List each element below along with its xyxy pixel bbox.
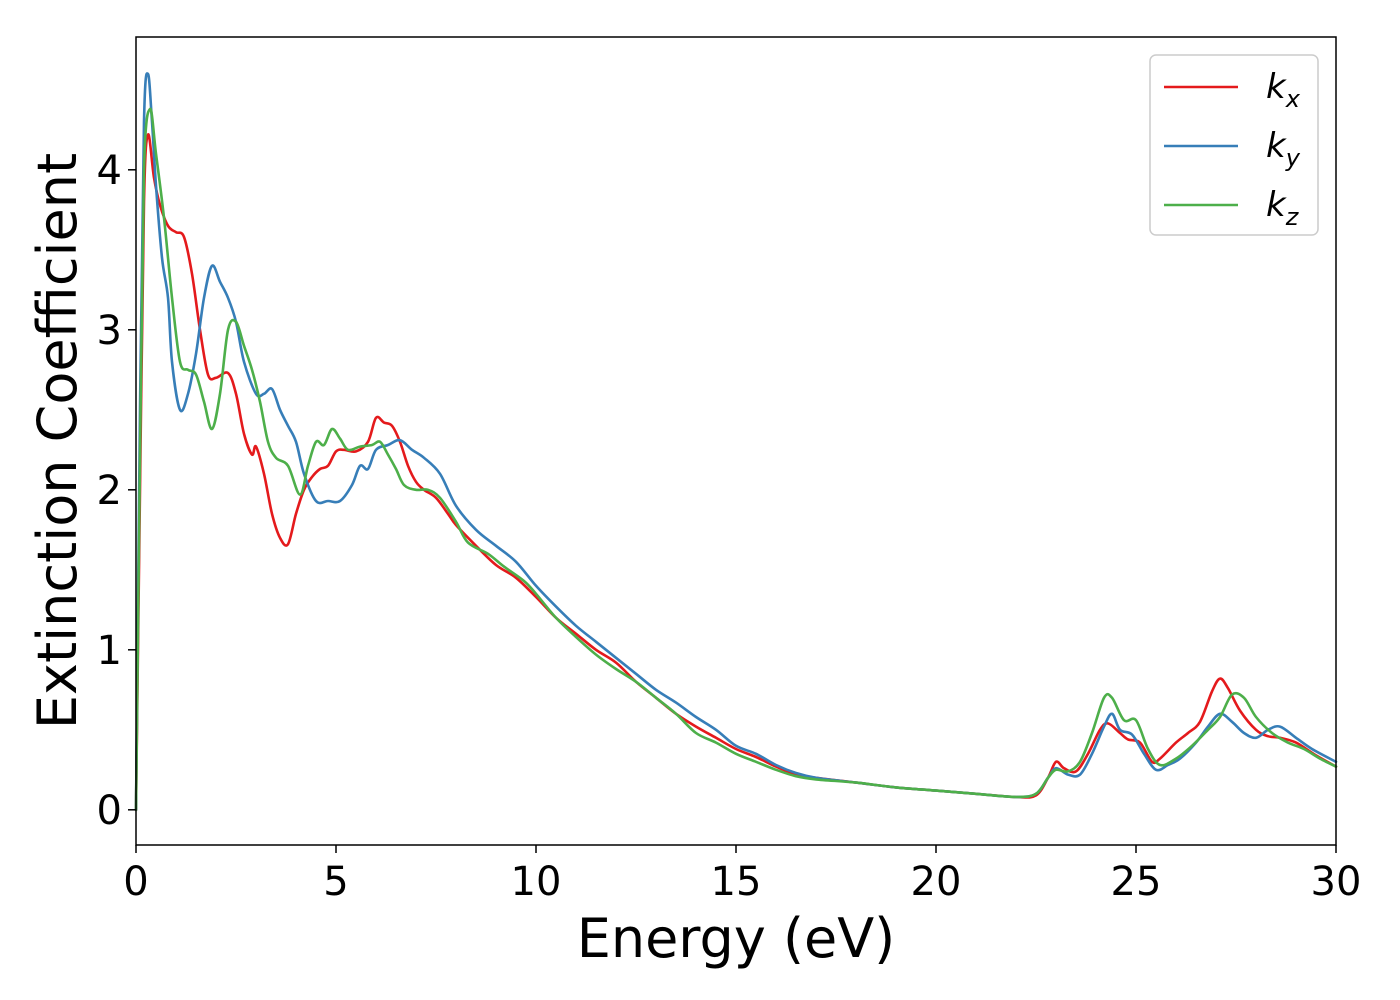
series-layer [134,72,1338,812]
x-axis-label: Energy (eV) [577,907,896,970]
y-axis-label: Extinction Coefficient [26,153,89,729]
x-tick-label: 5 [323,859,348,905]
x-tick-label: 15 [711,859,762,905]
series-line-ky [134,72,1338,812]
x-tick-label: 10 [511,859,562,905]
legend: kx ky kz [1149,54,1319,236]
series-line-kx [134,133,1338,812]
y-tick-label: 3 [97,308,122,354]
y-tick-label: 4 [97,148,122,194]
legend-label-ky: ky [1266,126,1301,172]
legend-label-kz: kz [1266,185,1300,231]
y-axis: 0 1 2 3 4 [97,148,136,834]
plot-area [136,37,1336,845]
y-tick-label: 1 [97,628,122,674]
series-line-kz [134,107,1338,812]
legend-label-kx: kx [1266,67,1301,113]
y-tick-label: 0 [97,788,122,834]
x-tick-label: 30 [1311,859,1362,905]
y-tick-label: 2 [97,468,122,514]
x-tick-label: 0 [123,859,148,905]
x-tick-label: 25 [1111,859,1162,905]
x-axis: 0 5 10 15 20 25 30 [123,845,1361,905]
x-tick-label: 20 [911,859,962,905]
